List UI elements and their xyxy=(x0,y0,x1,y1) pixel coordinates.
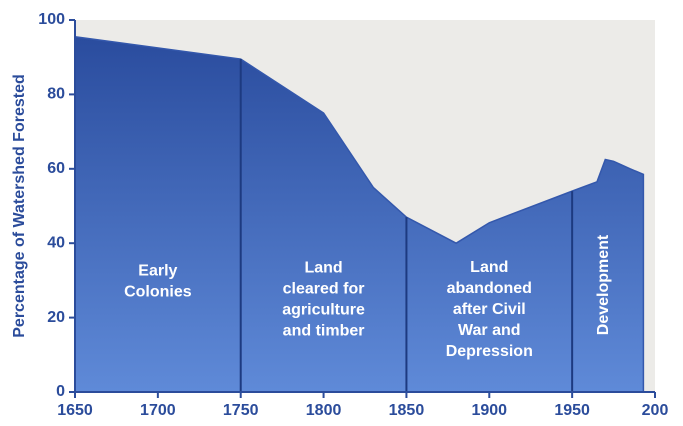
x-tick-label: 1950 xyxy=(554,402,590,419)
annotation: Colonies xyxy=(124,284,192,301)
annotation: War and xyxy=(458,322,521,339)
x-tick-label: 1800 xyxy=(306,402,342,419)
annotation: Land xyxy=(304,260,342,277)
annotation: agriculture xyxy=(282,302,365,319)
x-tick-label: 1750 xyxy=(223,402,259,419)
y-axis-label: Percentage of Watershed Forested xyxy=(11,74,28,337)
y-tick-label: 20 xyxy=(47,309,65,326)
y-tick-label: 100 xyxy=(38,11,65,28)
annotation: Depression xyxy=(446,343,533,360)
annotation: Development xyxy=(595,234,612,335)
annotation: cleared for xyxy=(283,281,365,298)
x-tick-label: 1650 xyxy=(57,402,93,419)
annotation: Land xyxy=(470,259,508,276)
y-tick-label: 40 xyxy=(47,234,65,251)
annotation: abandoned xyxy=(447,280,532,297)
annotation: and timber xyxy=(283,323,365,340)
y-tick-label: 80 xyxy=(47,86,65,103)
x-tick-label: 1700 xyxy=(140,402,176,419)
annotation: after Civil xyxy=(453,301,526,318)
y-tick-label: 0 xyxy=(56,383,65,400)
x-tick-label: 1850 xyxy=(389,402,425,419)
x-tick-label: 200 xyxy=(642,402,669,419)
y-tick-label: 60 xyxy=(47,160,65,177)
x-tick-label: 1900 xyxy=(471,402,507,419)
annotation: Early xyxy=(138,263,177,280)
